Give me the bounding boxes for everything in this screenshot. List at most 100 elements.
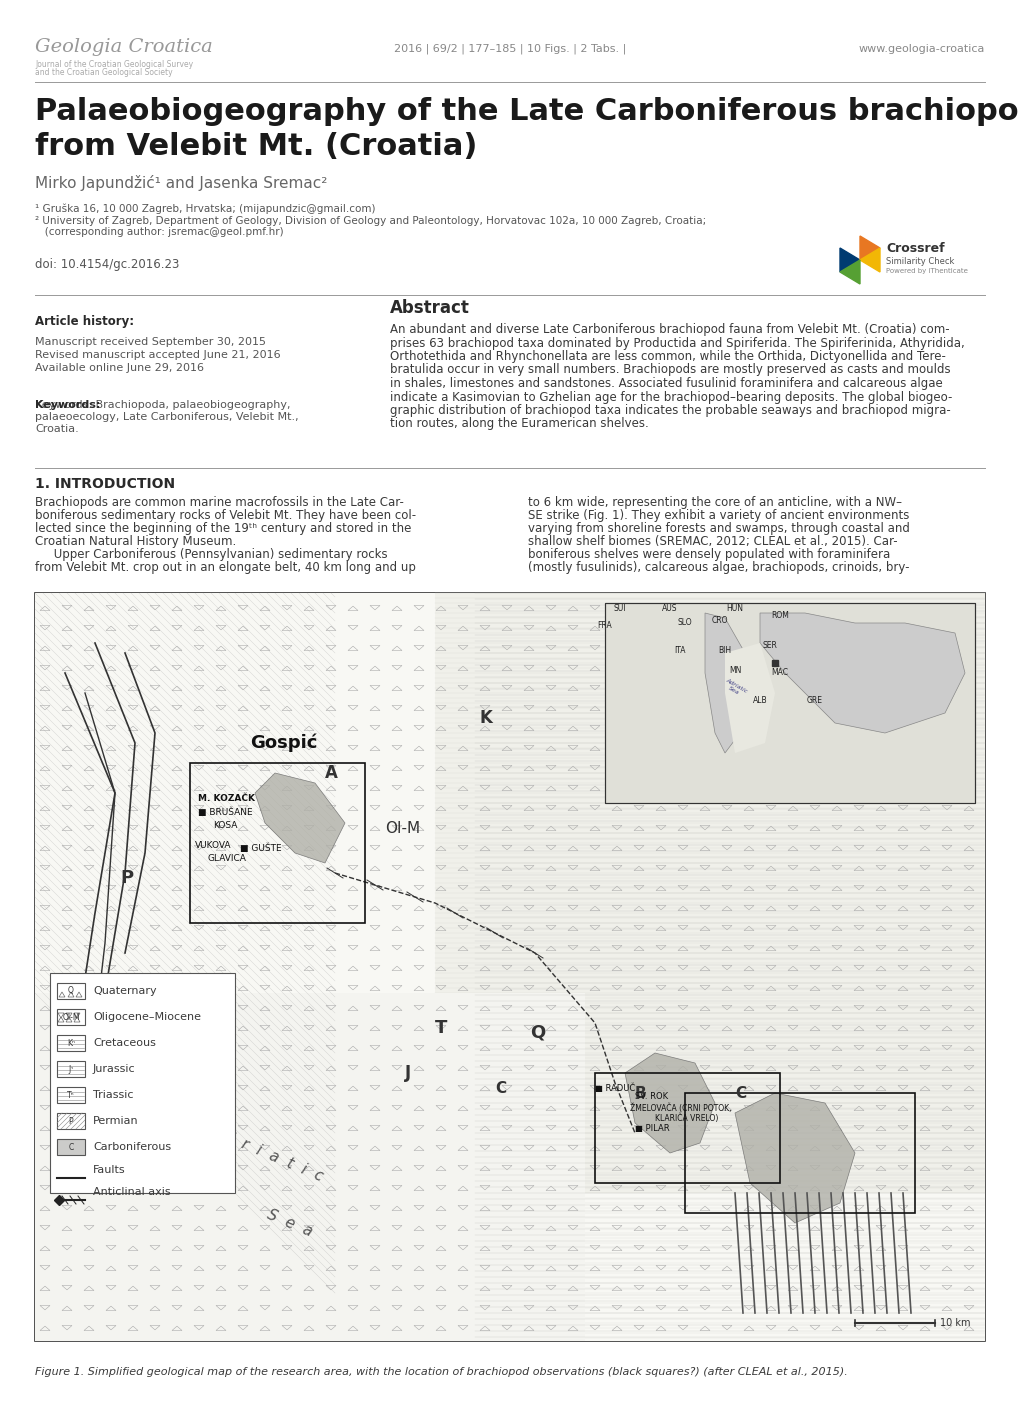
Text: Tⁿ: Tⁿ: [67, 1091, 74, 1100]
Text: boniferous sedimentary rocks of Velebit Mt. They have been col-: boniferous sedimentary rocks of Velebit …: [35, 510, 416, 522]
Text: SE strike (Fig. 1). They exhibit a variety of ancient environments: SE strike (Fig. 1). They exhibit a varie…: [528, 510, 909, 522]
Polygon shape: [735, 1093, 854, 1224]
Text: MN: MN: [729, 666, 741, 674]
Text: Kⁿ: Kⁿ: [67, 1039, 75, 1048]
Text: Keywords: Brachiopoda, palaeobiogeography,: Keywords: Brachiopoda, palaeobiogeograph…: [35, 400, 290, 410]
Text: Orthotethida and Rhynchonellata are less common, while the Orthida, Dictyonellid: Orthotethida and Rhynchonellata are less…: [389, 351, 945, 363]
Text: P: P: [68, 1117, 73, 1125]
Text: A: A: [325, 765, 337, 781]
Bar: [57, 1087, 85, 1102]
Text: KOSA: KOSA: [213, 821, 237, 829]
Bar: [50, 973, 234, 1193]
Text: ŽMELOVAČA (CRNI POTOK,: ŽMELOVAČA (CRNI POTOK,: [630, 1104, 731, 1112]
Polygon shape: [759, 612, 964, 734]
Text: Figure 1. Simplified geological map of the research area, with the location of b: Figure 1. Simplified geological map of t…: [35, 1367, 847, 1377]
Text: OI-M: OI-M: [384, 821, 420, 836]
Text: Article history:: Article history:: [35, 315, 133, 328]
Bar: [57, 1035, 85, 1050]
Text: Triassic: Triassic: [93, 1090, 133, 1100]
Text: Q: Q: [530, 1024, 545, 1042]
Text: Abstract: Abstract: [389, 298, 470, 317]
Text: indicate a Kasimovian to Gzhelian age for the brachiopod–bearing deposits. The g: indicate a Kasimovian to Gzhelian age fo…: [389, 390, 952, 404]
Text: K: K: [480, 710, 492, 727]
Text: Available online June 29, 2016: Available online June 29, 2016: [35, 363, 204, 373]
Polygon shape: [859, 237, 879, 260]
Text: www.geologia-croatica: www.geologia-croatica: [858, 44, 984, 54]
Text: ¹ Gruška 16, 10 000 Zagreb, Hrvatska; (mijapundzic@gmail.com): ¹ Gruška 16, 10 000 Zagreb, Hrvatska; (m…: [35, 204, 375, 214]
Bar: [57, 1139, 85, 1155]
Text: Croatia.: Croatia.: [35, 424, 78, 434]
Text: Revised manuscript accepted June 21, 2016: Revised manuscript accepted June 21, 201…: [35, 351, 280, 360]
Text: from Velebit Mt. crop out in an elongate belt, 40 km long and up: from Velebit Mt. crop out in an elongate…: [35, 560, 416, 574]
Text: Mirko Japundžić¹ and Jasenka Sremac²: Mirko Japundžić¹ and Jasenka Sremac²: [35, 175, 327, 191]
Text: C: C: [735, 1086, 745, 1101]
Text: KLARIČA VRELO): KLARIČA VRELO): [654, 1114, 717, 1124]
Text: CRO: CRO: [711, 617, 728, 625]
Text: (mostly fusulinids), calcareous algae, brachiopods, crinoids, bry-: (mostly fusulinids), calcareous algae, b…: [528, 560, 909, 574]
Text: Palaeobiogeography of the Late Carboniferous brachiopoda: Palaeobiogeography of the Late Carbonife…: [35, 97, 1019, 125]
Text: ■ BRUŠANE: ■ BRUŠANE: [198, 808, 253, 817]
Polygon shape: [840, 260, 859, 284]
Bar: [57, 1112, 85, 1129]
Text: OI-M: OI-M: [62, 1012, 79, 1021]
Text: SLO: SLO: [677, 618, 692, 627]
Text: C: C: [494, 1081, 505, 1095]
Bar: [57, 1062, 85, 1077]
Text: Oligocene–Miocene: Oligocene–Miocene: [93, 1012, 201, 1022]
Text: Cretaceous: Cretaceous: [93, 1038, 156, 1048]
Text: ROM: ROM: [770, 611, 788, 620]
Bar: [35, 593, 984, 1340]
Polygon shape: [35, 993, 585, 1340]
Text: and the Croatian Geological Society: and the Croatian Geological Society: [35, 68, 172, 77]
Text: palaeoecology, Late Carboniferous, Velebit Mt.,: palaeoecology, Late Carboniferous, Veleb…: [35, 413, 299, 422]
Text: FRA: FRA: [597, 621, 611, 629]
Text: ■ PILAR: ■ PILAR: [635, 1124, 668, 1133]
Bar: [57, 1010, 85, 1025]
Text: P: P: [120, 869, 133, 887]
Text: graphic distribution of brachiopod taxa indicates the probable seaways and brach: graphic distribution of brachiopod taxa …: [389, 404, 950, 417]
Text: Geologia Croatica: Geologia Croatica: [35, 38, 213, 56]
Text: S  e  a: S e a: [265, 1207, 315, 1239]
Text: SER: SER: [762, 641, 776, 650]
Text: Jurassic: Jurassic: [93, 1064, 136, 1074]
Text: ■ GUŠTE: ■ GUŠTE: [239, 843, 281, 853]
Bar: [604, 603, 974, 803]
Text: HUN: HUN: [726, 604, 743, 612]
Text: J: J: [405, 1064, 411, 1081]
Text: VUKOVA: VUKOVA: [195, 841, 231, 850]
Text: (corresponding author: jsremac@geol.pmf.hr): (corresponding author: jsremac@geol.pmf.…: [35, 227, 283, 237]
Text: Anticlinal axis: Anticlinal axis: [93, 1187, 170, 1197]
Polygon shape: [255, 773, 344, 863]
Text: Brachiopods are common marine macrofossils in the Late Car-: Brachiopods are common marine macrofossi…: [35, 496, 404, 510]
Text: bratulida occur in very small numbers. Brachiopods are mostly preserved as casts: bratulida occur in very small numbers. B…: [389, 363, 950, 376]
Text: A  d  r  i  a  t  i  c: A d r i a t i c: [204, 1121, 326, 1184]
Text: B: B: [635, 1086, 646, 1101]
Text: SUI: SUI: [613, 604, 626, 612]
Text: Faults: Faults: [93, 1164, 125, 1176]
Text: Quaternary: Quaternary: [93, 986, 157, 995]
Text: lected since the beginning of the 19ᵗʰ century and stored in the: lected since the beginning of the 19ᵗʰ c…: [35, 522, 411, 535]
Text: shallow shelf biomes (SREMAC, 2012; CLEAL et al., 2015). Car-: shallow shelf biomes (SREMAC, 2012; CLEA…: [528, 535, 897, 548]
Polygon shape: [625, 1053, 714, 1153]
Text: tion routes, along the Euramerican shelves.: tion routes, along the Euramerican shelv…: [389, 418, 648, 431]
Text: to 6 km wide, representing the core of an anticline, with a NW–: to 6 km wide, representing the core of a…: [528, 496, 901, 510]
Text: GRE: GRE: [806, 696, 822, 705]
Text: ² University of Zagreb, Department of Geology, Division of Geology and Paleontol: ² University of Zagreb, Department of Ge…: [35, 215, 705, 227]
Text: Croatian Natural History Museum.: Croatian Natural History Museum.: [35, 535, 236, 548]
Text: ■ RADUČ: ■ RADUČ: [594, 1084, 635, 1093]
Text: from Velebit Mt. (Croatia): from Velebit Mt. (Croatia): [35, 132, 477, 161]
Text: 2016 | 69/2 | 177–185 | 10 Figs. | 2 Tabs. |: 2016 | 69/2 | 177–185 | 10 Figs. | 2 Tab…: [393, 44, 626, 55]
Polygon shape: [859, 248, 879, 272]
Bar: [685, 1093, 914, 1214]
Polygon shape: [704, 612, 749, 753]
Text: Carboniferous: Carboniferous: [93, 1142, 171, 1152]
Text: Powered by iThenticate: Powered by iThenticate: [886, 268, 967, 275]
Text: prises 63 brachiopod taxa dominated by Productida and Spiriferida. The Spiriferi: prises 63 brachiopod taxa dominated by P…: [389, 337, 964, 349]
Polygon shape: [434, 593, 984, 1193]
Text: varying from shoreline forests and swamps, through coastal and: varying from shoreline forests and swamp…: [528, 522, 909, 535]
Text: Q: Q: [68, 987, 73, 995]
Bar: [35, 593, 984, 1340]
Text: Journal of the Croatian Geological Survey: Journal of the Croatian Geological Surve…: [35, 61, 193, 69]
Text: BIH: BIH: [717, 646, 731, 655]
Bar: [190, 763, 365, 924]
